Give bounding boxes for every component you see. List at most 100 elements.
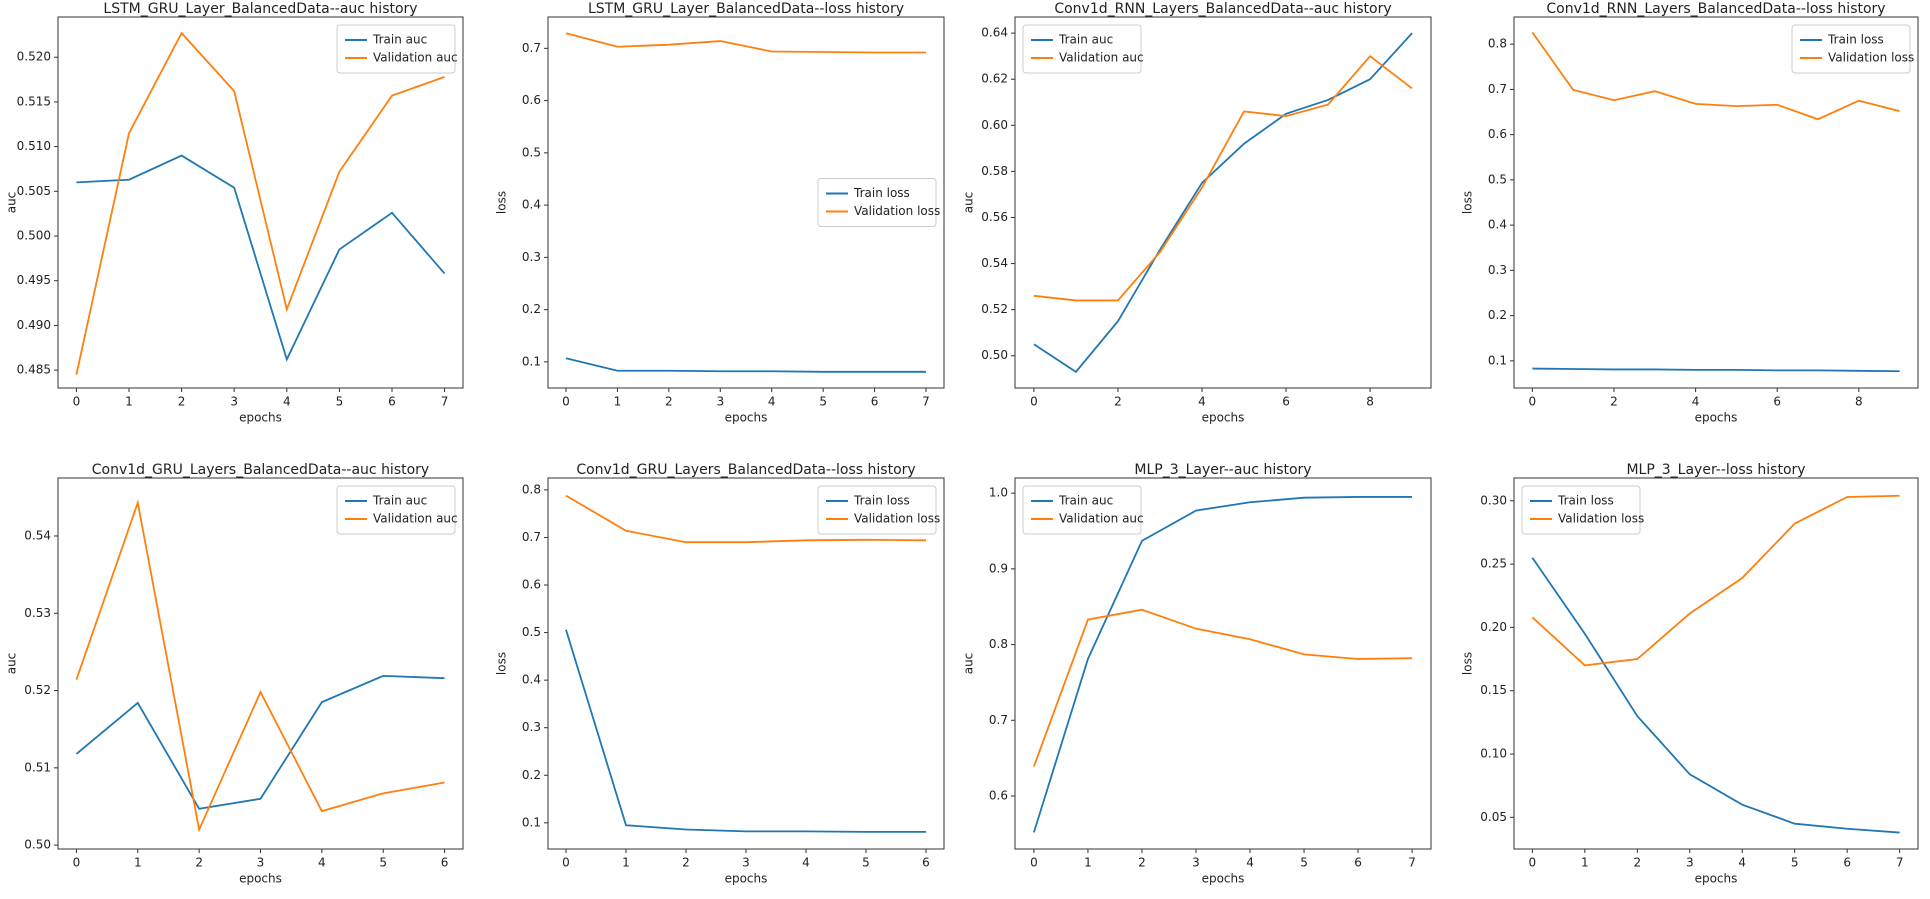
y-tick-label: 0.5 bbox=[1488, 172, 1507, 186]
y-tick-label: 0.7 bbox=[989, 713, 1008, 727]
legend-label: Validation auc bbox=[373, 512, 458, 526]
x-tick-label: 7 bbox=[441, 395, 449, 409]
x-tick-label: 5 bbox=[819, 395, 827, 409]
series-line bbox=[565, 32, 926, 54]
x-axis-label: epochs bbox=[1695, 872, 1738, 886]
x-tick-label: 1 bbox=[134, 856, 142, 870]
series-line bbox=[1033, 32, 1413, 374]
y-axis-label: auc bbox=[5, 653, 19, 675]
y-tick-label: 0.20 bbox=[1480, 620, 1507, 634]
x-axis-label: epochs bbox=[725, 872, 768, 886]
series-line bbox=[565, 357, 926, 373]
x-tick-label: 4 bbox=[1246, 856, 1254, 870]
y-tick-label: 0.3 bbox=[1488, 263, 1507, 277]
x-tick-label: 1 bbox=[614, 395, 622, 409]
x-tick-label: 0 bbox=[1529, 395, 1537, 409]
x-tick-label: 4 bbox=[283, 395, 291, 409]
x-tick-label: 5 bbox=[1300, 856, 1308, 870]
x-tick-label: 7 bbox=[1896, 856, 1904, 870]
y-tick-label: 0.8 bbox=[989, 637, 1008, 651]
legend-box bbox=[1521, 485, 1641, 535]
legend-label: Train auc bbox=[1058, 33, 1113, 47]
x-tick-label: 2 bbox=[1138, 856, 1146, 870]
x-tick-label: 3 bbox=[257, 856, 265, 870]
y-tick-label: 0.3 bbox=[522, 720, 541, 734]
x-tick-label: 2 bbox=[1610, 395, 1618, 409]
series-line bbox=[1033, 496, 1413, 833]
y-tick-label: 0.05 bbox=[1480, 810, 1507, 824]
series-line bbox=[565, 494, 927, 544]
plot-frame bbox=[1513, 16, 1919, 389]
y-tick-label: 0.10 bbox=[1480, 747, 1507, 761]
chart-title: Conv1d_RNN_Layers_BalancedData--auc hist… bbox=[1054, 1, 1391, 17]
x-tick-label: 0 bbox=[562, 395, 570, 409]
x-tick-label: 8 bbox=[1855, 395, 1863, 409]
x-axis-label: epochs bbox=[1202, 872, 1245, 886]
series-line bbox=[1033, 608, 1413, 767]
series-line bbox=[75, 499, 445, 833]
plot-frame bbox=[57, 477, 464, 850]
x-tick-label: 0 bbox=[1030, 395, 1038, 409]
x-tick-label: 3 bbox=[1686, 856, 1694, 870]
legend-label: Validation loss bbox=[854, 204, 940, 218]
y-tick-label: 0.8 bbox=[1488, 37, 1507, 51]
x-tick-label: 4 bbox=[318, 856, 326, 870]
y-tick-label: 0.505 bbox=[17, 184, 51, 198]
y-tick-label: 0.25 bbox=[1480, 557, 1507, 571]
x-tick-label: 1 bbox=[1084, 856, 1092, 870]
series-line bbox=[1531, 494, 1900, 667]
series-line bbox=[76, 154, 446, 362]
x-tick-label: 1 bbox=[125, 395, 133, 409]
x-tick-label: 5 bbox=[862, 856, 870, 870]
y-axis-label: loss bbox=[495, 191, 509, 214]
legend-label: Validation auc bbox=[1059, 512, 1144, 526]
y-tick-label: 0.60 bbox=[981, 118, 1008, 132]
y-tick-label: 0.510 bbox=[17, 139, 51, 153]
series-line bbox=[1033, 54, 1413, 302]
x-tick-label: 0 bbox=[562, 856, 570, 870]
x-axis-label: epochs bbox=[239, 411, 282, 425]
legend-label: Validation auc bbox=[373, 51, 458, 65]
y-tick-label: 0.62 bbox=[981, 72, 1008, 86]
legend-label: Train auc bbox=[372, 494, 427, 508]
y-tick-label: 0.2 bbox=[522, 768, 541, 782]
x-tick-label: 7 bbox=[922, 395, 930, 409]
legend-label: Train loss bbox=[853, 494, 910, 508]
x-axis-label: epochs bbox=[725, 411, 768, 425]
x-tick-label: 6 bbox=[388, 395, 396, 409]
y-axis-label: loss bbox=[495, 652, 509, 675]
y-tick-label: 0.52 bbox=[981, 302, 1008, 316]
legend-label: Train loss bbox=[1557, 494, 1614, 508]
y-tick-label: 0.15 bbox=[1480, 683, 1507, 697]
plot-frame bbox=[547, 16, 945, 389]
x-tick-label: 1 bbox=[622, 856, 630, 870]
y-tick-label: 1.0 bbox=[989, 486, 1008, 500]
x-tick-label: 2 bbox=[1114, 395, 1122, 409]
y-tick-label: 0.4 bbox=[522, 673, 541, 687]
x-tick-label: 2 bbox=[682, 856, 690, 870]
y-tick-label: 0.8 bbox=[522, 482, 541, 496]
chart-title: MLP_3_Layer--loss history bbox=[1626, 462, 1805, 478]
y-axis-label: auc bbox=[962, 653, 976, 675]
chart-title: Conv1d_RNN_Layers_BalancedData--loss his… bbox=[1546, 1, 1885, 17]
x-tick-label: 4 bbox=[1692, 395, 1700, 409]
plot-frame bbox=[57, 16, 464, 389]
plot-frame bbox=[547, 477, 945, 850]
x-tick-label: 2 bbox=[195, 856, 203, 870]
plot-frame bbox=[1014, 16, 1432, 389]
y-tick-label: 0.56 bbox=[981, 210, 1008, 224]
y-axis-label: auc bbox=[962, 192, 976, 214]
legend-label: Train loss bbox=[1827, 33, 1884, 47]
y-tick-label: 0.7 bbox=[522, 530, 541, 544]
y-tick-label: 0.6 bbox=[989, 789, 1008, 803]
y-tick-label: 0.495 bbox=[17, 273, 51, 287]
y-tick-label: 0.6 bbox=[1488, 127, 1507, 141]
y-tick-label: 0.58 bbox=[981, 164, 1008, 178]
chart-title: LSTM_GRU_Layer_BalancedData--loss histor… bbox=[588, 1, 904, 17]
series-line bbox=[1531, 557, 1900, 834]
chart-title: MLP_3_Layer--auc history bbox=[1134, 462, 1311, 478]
x-tick-label: 3 bbox=[1192, 856, 1200, 870]
legend-box bbox=[336, 485, 456, 535]
